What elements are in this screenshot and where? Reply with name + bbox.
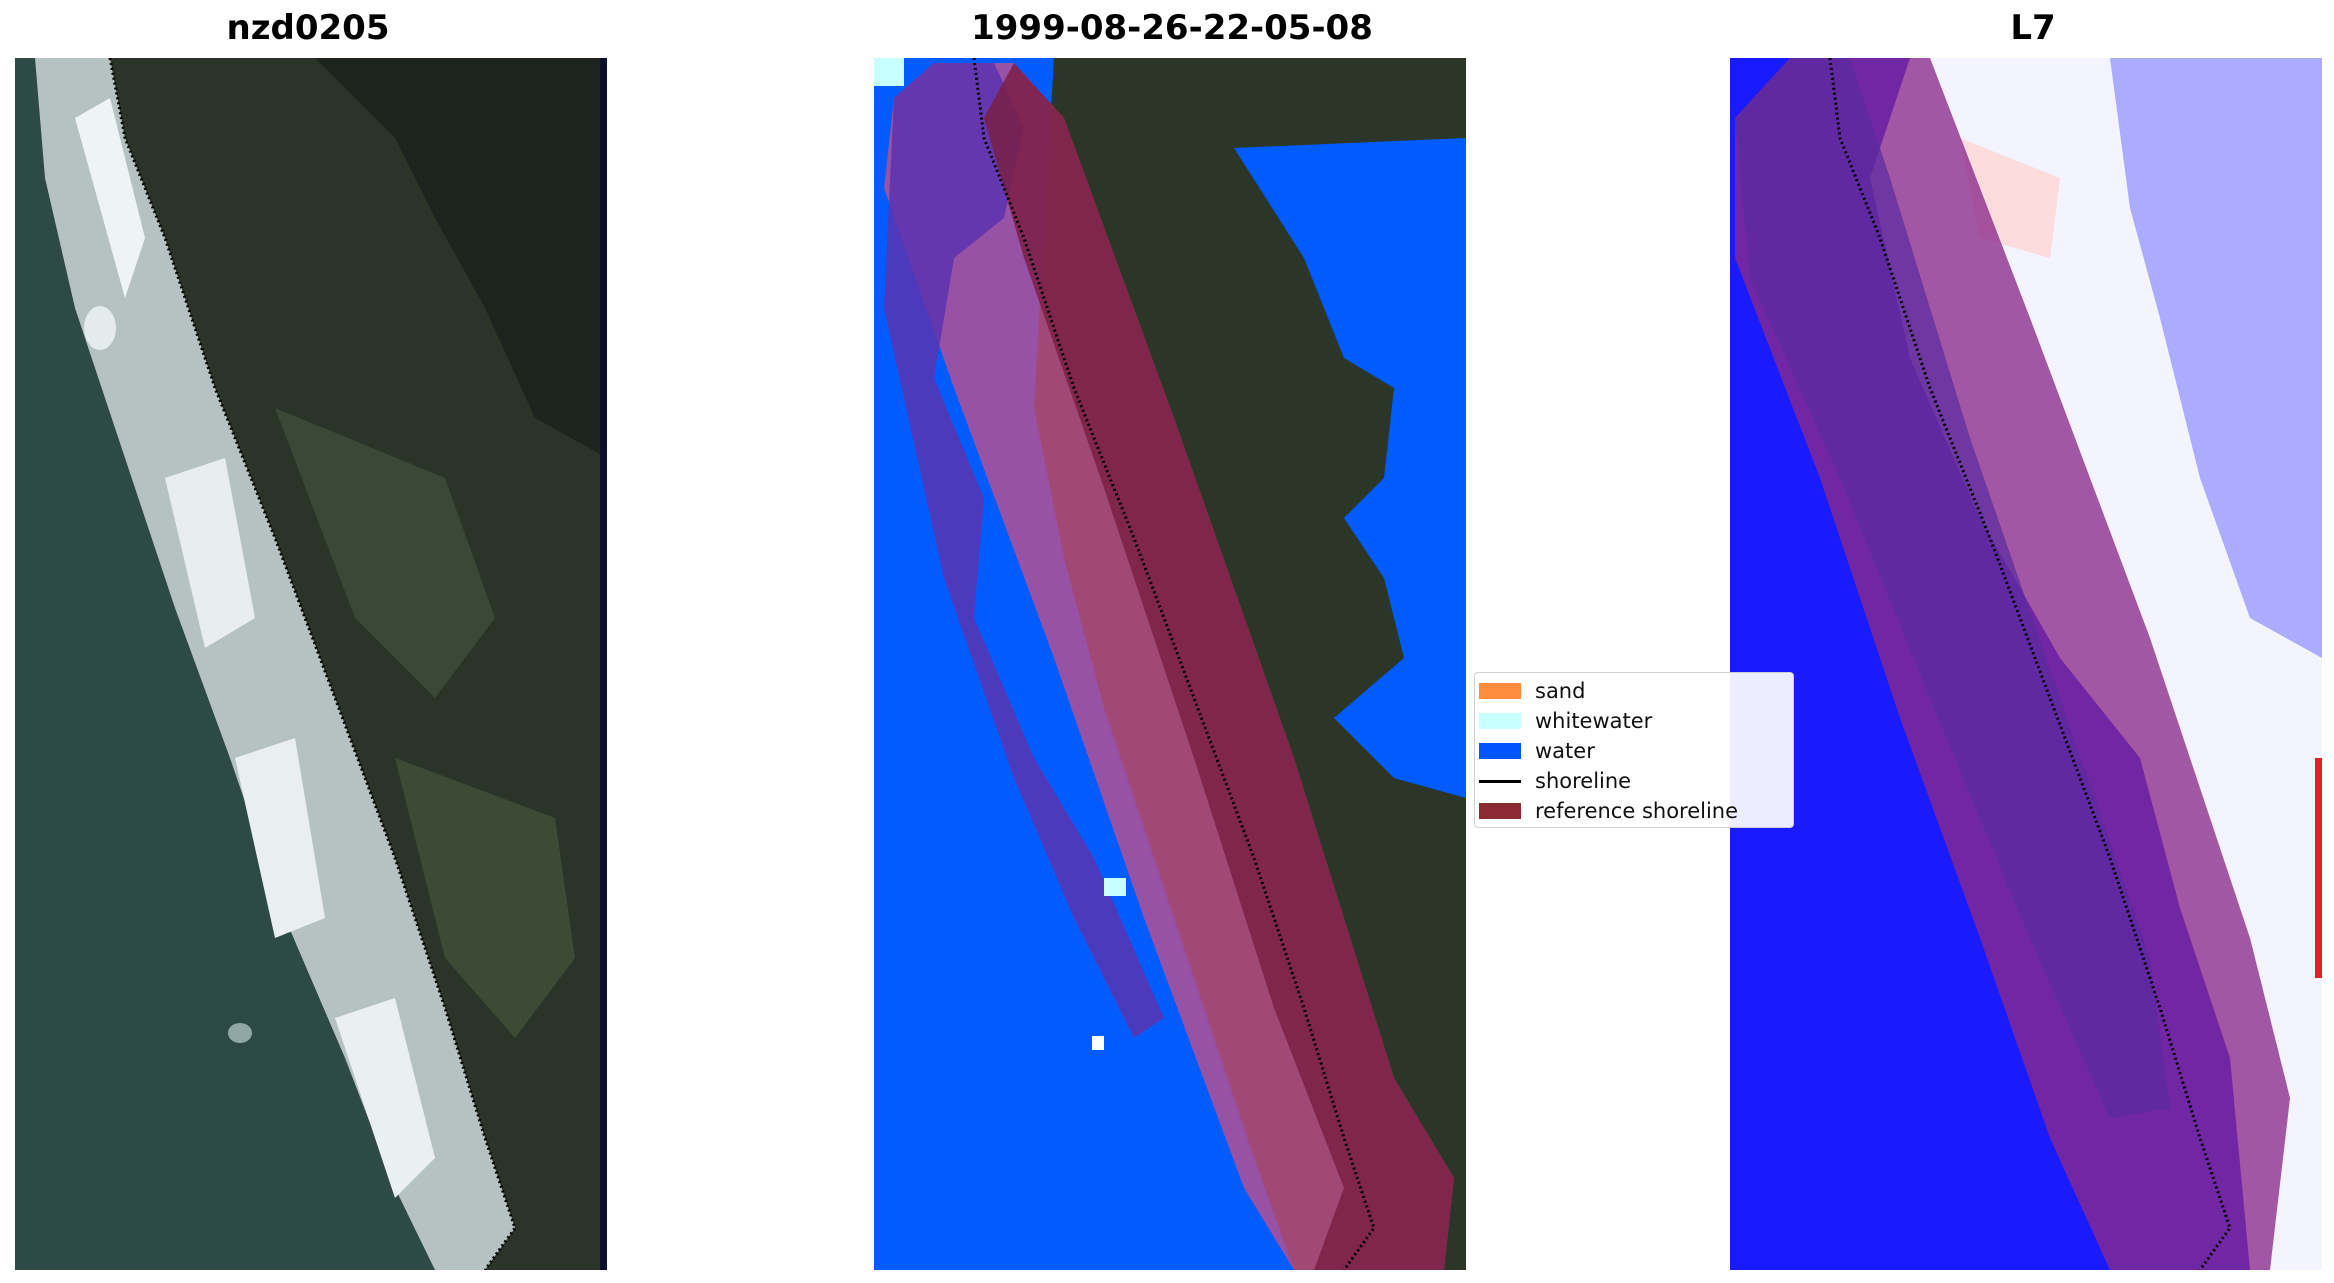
legend-line-shoreline — [1479, 779, 1521, 783]
legend-swatch-whitewater — [1479, 713, 1521, 729]
legend-item-shoreline: shoreline — [1475, 767, 1631, 795]
legend-label-sand: sand — [1535, 679, 1586, 703]
legend-swatch-reference-shoreline — [1479, 803, 1521, 819]
legend-swatch-sand — [1479, 683, 1521, 699]
legend-swatch-water — [1479, 743, 1521, 759]
legend-item-whitewater: whitewater — [1475, 707, 1652, 735]
legend: sand whitewater water shoreline referenc… — [1474, 672, 1794, 828]
legend-item-reference-shoreline: reference shoreline — [1475, 797, 1738, 825]
legend-label-water: water — [1535, 739, 1595, 763]
legend-label-shoreline: shoreline — [1535, 769, 1632, 793]
index-image — [1730, 58, 2322, 1270]
panel-title-classified: 1999-08-26-22-05-08 — [971, 8, 1373, 48]
rgb-image — [15, 58, 607, 1270]
classified-image-panel — [874, 58, 1466, 1270]
legend-label-whitewater: whitewater — [1535, 709, 1653, 733]
index-image-panel — [1730, 58, 2322, 1270]
rgb-image-panel — [15, 58, 607, 1270]
panel-title-index: L7 — [2010, 8, 2056, 48]
legend-label-reference-shoreline: reference shoreline — [1535, 799, 1739, 823]
legend-item-water: water — [1475, 737, 1595, 765]
legend-item-sand: sand — [1475, 677, 1585, 705]
classified-image — [874, 58, 1466, 1270]
panel-title-rgb: nzd0205 — [226, 8, 390, 48]
